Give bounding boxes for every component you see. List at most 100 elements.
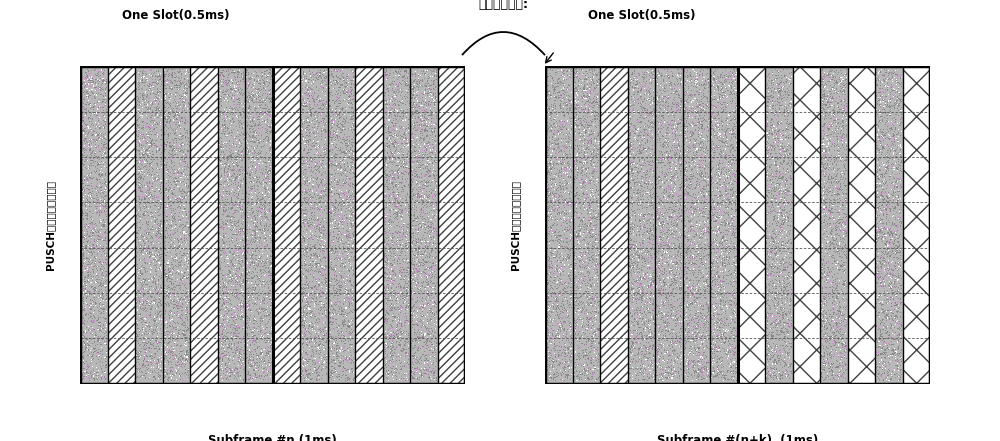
Point <box>316 153 332 160</box>
Point <box>773 118 789 125</box>
Point <box>553 268 569 275</box>
Point <box>767 129 783 136</box>
Point <box>877 230 893 237</box>
Point <box>769 81 785 88</box>
Point <box>540 295 556 302</box>
Point <box>307 361 323 368</box>
Point <box>261 368 277 375</box>
Point <box>831 308 847 315</box>
Point <box>566 225 582 232</box>
Point <box>556 363 572 370</box>
Point <box>891 289 907 296</box>
Point <box>416 311 432 318</box>
Point <box>262 131 278 138</box>
Point <box>344 183 360 191</box>
Point <box>703 98 719 105</box>
Point <box>758 141 774 148</box>
Point <box>637 129 653 136</box>
Point <box>387 142 403 149</box>
Point <box>818 332 834 339</box>
Point <box>305 327 321 334</box>
Point <box>625 358 641 365</box>
Point <box>405 337 421 344</box>
Point <box>136 306 152 313</box>
Point <box>893 347 909 354</box>
Point <box>576 349 592 356</box>
Point <box>257 358 273 365</box>
Point <box>378 245 394 252</box>
Point <box>75 304 91 311</box>
Point <box>384 335 400 342</box>
Point <box>344 282 360 289</box>
Point <box>166 147 182 154</box>
Point <box>642 350 658 357</box>
Point <box>829 130 845 137</box>
Point <box>89 112 105 119</box>
Bar <box>655 66 682 384</box>
Point <box>313 307 329 314</box>
Point <box>90 372 106 379</box>
Point <box>156 293 172 300</box>
Point <box>394 233 410 240</box>
Point <box>375 303 391 310</box>
Point <box>412 179 428 186</box>
Point <box>633 165 649 172</box>
Point <box>894 111 910 118</box>
Point <box>178 173 194 180</box>
Point <box>377 191 393 198</box>
Point <box>576 366 592 373</box>
Point <box>415 188 431 195</box>
Point <box>243 241 259 248</box>
Point <box>137 134 153 141</box>
Point <box>224 201 240 208</box>
Point <box>651 233 667 240</box>
Point <box>634 293 650 300</box>
Point <box>564 126 580 133</box>
Point <box>587 215 603 222</box>
Point <box>551 315 567 322</box>
Point <box>84 336 100 343</box>
Point <box>763 150 779 157</box>
Point <box>709 305 725 312</box>
Point <box>638 323 654 330</box>
Point <box>766 345 782 352</box>
Point <box>633 103 649 110</box>
Point <box>391 175 407 182</box>
Point <box>583 218 599 225</box>
Point <box>139 139 155 146</box>
Point <box>317 164 333 171</box>
Point <box>251 352 267 359</box>
Point <box>167 225 183 232</box>
Point <box>638 250 654 257</box>
Point <box>717 185 733 192</box>
Point <box>236 250 252 257</box>
Point <box>715 330 731 337</box>
Point <box>669 122 685 129</box>
Point <box>578 72 594 79</box>
Point <box>685 255 701 262</box>
Point <box>341 354 357 361</box>
Point <box>577 116 593 123</box>
Point <box>696 86 712 93</box>
Point <box>236 340 252 347</box>
Point <box>128 282 144 289</box>
Point <box>149 68 165 75</box>
Point <box>328 129 344 136</box>
Point <box>837 110 853 117</box>
Point <box>652 201 668 208</box>
Point <box>301 98 317 105</box>
Point <box>714 262 730 269</box>
Point <box>773 328 789 335</box>
Point <box>312 194 328 202</box>
Point <box>131 173 147 180</box>
Point <box>90 228 106 235</box>
Point <box>132 82 148 89</box>
Point <box>693 253 709 260</box>
Point <box>682 77 698 84</box>
Point <box>719 242 735 249</box>
Point <box>661 102 677 109</box>
Point <box>164 356 180 363</box>
Point <box>579 103 595 110</box>
Point <box>86 190 102 197</box>
Point <box>678 362 694 369</box>
